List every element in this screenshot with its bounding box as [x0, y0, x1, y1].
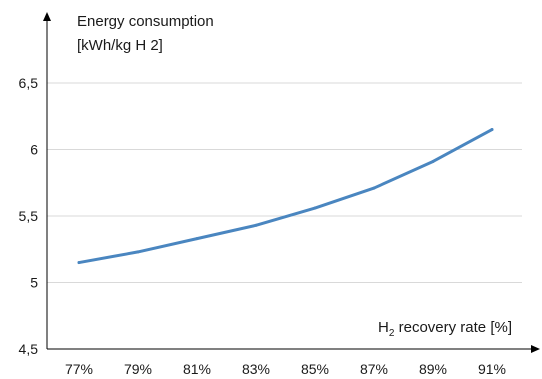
data-point: [77, 261, 81, 265]
x-tick-label: 79%: [124, 361, 152, 377]
data-point: [195, 237, 199, 241]
x-tick-label: 91%: [478, 361, 506, 377]
y-axis-arrow: [43, 12, 51, 21]
x-axis-title-sub: 2: [389, 328, 395, 339]
x-axis-arrow: [531, 345, 540, 353]
y-axis-title: Energy consumption: [77, 13, 214, 30]
y-tick-label: 4,5: [19, 341, 39, 357]
data-point: [431, 159, 435, 163]
x-axis-title-pre: H: [378, 319, 389, 336]
series-layer: [77, 128, 494, 265]
data-point: [490, 128, 494, 132]
y-tick-labels: 4,5 5 5,5 6 6,5: [19, 75, 39, 357]
y-tick-label: 5: [30, 275, 38, 291]
y-tick-label: 6: [30, 142, 38, 158]
x-axis-title-post: recovery rate [%]: [394, 319, 512, 336]
x-tick-labels: 77% 79% 81% 83% 85% 87% 89% 91%: [65, 361, 506, 377]
x-tick-label: 83%: [242, 361, 270, 377]
axis-layer: [43, 12, 540, 353]
x-axis-title: H2 recovery rate [%]: [378, 319, 512, 339]
x-tick-label: 87%: [360, 361, 388, 377]
data-point: [254, 223, 258, 227]
series-line-0: [77, 128, 494, 265]
x-tick-label: 85%: [301, 361, 329, 377]
data-point: [313, 206, 317, 210]
data-point: [136, 250, 140, 254]
grid-layer: [47, 82, 522, 283]
y-tick-label: 5,5: [19, 208, 39, 224]
x-tick-label: 89%: [419, 361, 447, 377]
x-tick-label: 77%: [65, 361, 93, 377]
y-tick-label: 6,5: [19, 75, 39, 91]
y-axis-unit: [kWh/kg H 2]: [77, 37, 163, 54]
data-point: [372, 186, 376, 190]
x-tick-label: 81%: [183, 361, 211, 377]
